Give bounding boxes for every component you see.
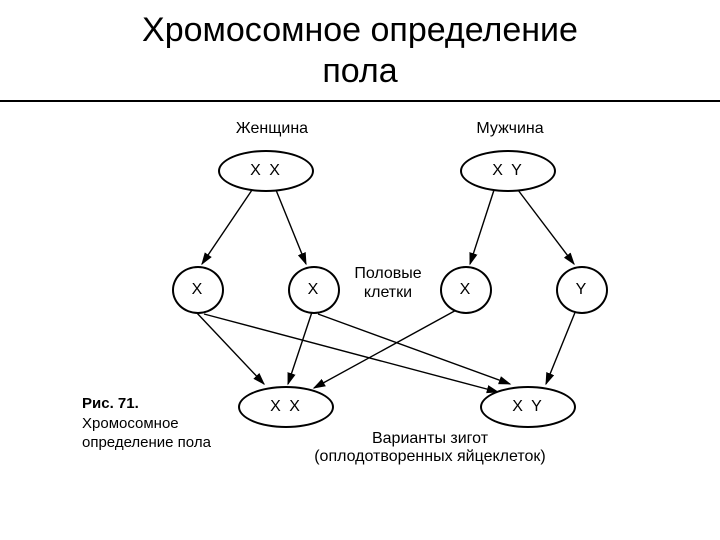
node-x3: X bbox=[440, 266, 492, 314]
arrow-5 bbox=[288, 312, 312, 384]
arrow-0 bbox=[202, 190, 252, 264]
node-xy_bot: X Y bbox=[480, 386, 576, 428]
arrow-4 bbox=[196, 312, 264, 384]
node-x1: X bbox=[172, 266, 224, 314]
label-male: Мужчина bbox=[470, 120, 550, 138]
title-line2: пола bbox=[0, 51, 720, 92]
node-xx_top: X X bbox=[218, 150, 314, 192]
fig-caption-2: определение пола bbox=[82, 433, 211, 453]
arrow-1 bbox=[276, 190, 306, 264]
diagram-canvas: Женщина Мужчина Половые клетки Рис. 71. … bbox=[0, 98, 720, 540]
arrow-9 bbox=[318, 314, 510, 384]
label-female: Женщина bbox=[232, 120, 312, 138]
zygotes-line1: Варианты зигот bbox=[300, 430, 560, 448]
arrow-3 bbox=[518, 190, 574, 264]
arrow-7 bbox=[546, 310, 576, 384]
page-title: Хромосомное определение пола bbox=[0, 0, 720, 96]
arrow-6 bbox=[314, 308, 460, 388]
node-x2: X bbox=[288, 266, 340, 314]
arrow-2 bbox=[470, 190, 494, 264]
fig-caption-1: Хромосомное bbox=[82, 414, 211, 434]
arrow-layer bbox=[0, 98, 720, 540]
zygotes-line2: (оплодотворенных яйцеклеток) bbox=[300, 448, 560, 466]
label-gametes: Половые клетки bbox=[346, 264, 430, 302]
fig-num: Рис. 71. bbox=[82, 394, 211, 414]
arrow-8 bbox=[204, 314, 498, 392]
node-xy_top: X Y bbox=[460, 150, 556, 192]
node-xx_bot: X X bbox=[238, 386, 334, 428]
title-line1: Хромосомное определение bbox=[0, 10, 720, 51]
node-y1: Y bbox=[556, 266, 608, 314]
